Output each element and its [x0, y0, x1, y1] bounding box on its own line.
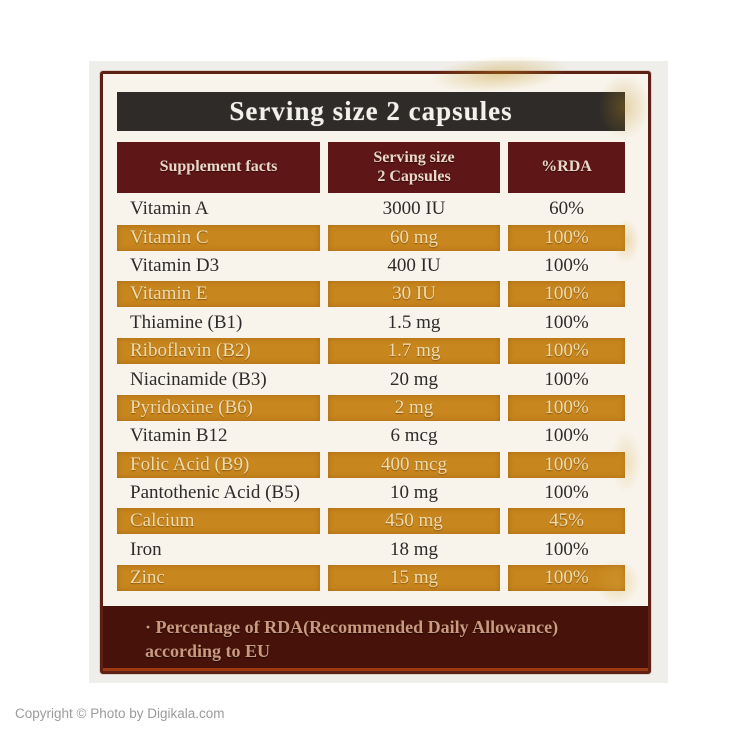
nutrient-amount: 20 mg	[389, 368, 439, 390]
nutrient-name: Vitamin A	[130, 198, 209, 220]
nutrient-rda: 100%	[508, 451, 625, 478]
nutrient-rda: 100%	[508, 281, 625, 308]
nutrient-rda: 100%	[508, 338, 625, 365]
serving-size-title: Serving size 2 capsules	[117, 92, 625, 131]
nutrient-name: Pyridoxine (B6)	[117, 394, 320, 421]
table-row: Vitamin D3 400 IU 100%	[117, 252, 625, 280]
table-row: Riboflavin (B2) 1.7 mg 100%	[117, 337, 625, 365]
rda-footnote-line2: according to EU	[145, 641, 270, 662]
nutrient-rda: 100%	[544, 425, 589, 447]
nutrient-amount: 3000 IU	[382, 198, 446, 220]
nutrient-name: Vitamin E	[117, 281, 320, 308]
nutrient-amount: 1.5 mg	[387, 311, 441, 333]
supplement-label: Serving size 2 capsules Supplement facts…	[100, 71, 651, 674]
nutrient-amount: 450 mg	[328, 508, 500, 535]
nutrient-name: Riboflavin (B2)	[117, 338, 320, 365]
nutrient-amount: 2 mg	[328, 394, 500, 421]
table-header-row: Supplement facts Serving size 2 Capsules…	[117, 142, 625, 193]
nutrient-rda: 100%	[508, 394, 625, 421]
table-row: Pantothenic Acid (B5) 10 mg 100%	[117, 479, 625, 507]
table-row: Folic Acid (B9) 400 mcg 100%	[117, 451, 625, 479]
table-row: Vitamin A 3000 IU 60%	[117, 195, 625, 223]
nutrient-rda: 100%	[508, 565, 625, 592]
nutrient-name: Vitamin D3	[130, 254, 220, 276]
nutrient-name: Vitamin C	[117, 224, 320, 251]
table-row: Thiamine (B1) 1.5 mg 100%	[117, 309, 625, 337]
nutrient-rda: 60%	[549, 198, 584, 220]
nutrient-name: Folic Acid (B9)	[117, 451, 320, 478]
table-row: Pyridoxine (B6) 2 mg 100%	[117, 394, 625, 422]
nutrient-rda: 100%	[508, 224, 625, 251]
nutrient-name: Thiamine (B1)	[130, 311, 243, 333]
nutrient-rda: 100%	[544, 482, 589, 504]
nutrient-amount: 1.7 mg	[328, 338, 500, 365]
header-rda: %RDA	[508, 142, 625, 193]
nutrient-amount: 60 mg	[328, 224, 500, 251]
table-row: Vitamin E 30 IU 100%	[117, 280, 625, 308]
table-row: Calcium 450 mg 45%	[117, 507, 625, 535]
nutrient-amount: 10 mg	[389, 482, 439, 504]
nutrient-amount: 15 mg	[328, 565, 500, 592]
supplement-table-body: Vitamin A 3000 IU 60% Vitamin C 60 mg 10…	[117, 195, 625, 592]
nutrient-rda: 100%	[544, 538, 589, 560]
table-row: Vitamin B12 6 mcg 100%	[117, 422, 625, 450]
nutrient-amount: 400 mcg	[328, 451, 500, 478]
nutrient-amount: 18 mg	[389, 538, 439, 560]
header-serving-size-line1: Serving size	[373, 149, 455, 167]
nutrient-name: Calcium	[117, 508, 320, 535]
nutrient-name: Vitamin B12	[130, 425, 228, 447]
nutrient-rda: 100%	[544, 311, 589, 333]
header-serving-size: Serving size 2 Capsules	[328, 142, 500, 193]
nutrient-name: Zinc	[117, 565, 320, 592]
nutrient-amount: 6 mcg	[390, 425, 438, 447]
header-serving-size-line2: 2 Capsules	[377, 167, 451, 185]
nutrient-name: Iron	[130, 538, 162, 560]
watermark-copyright: Copyright © Photo by Digikala.com	[15, 706, 225, 721]
table-row: Niacinamide (B3) 20 mg 100%	[117, 365, 625, 393]
table-row: Zinc 15 mg 100%	[117, 564, 625, 592]
header-supplement-facts: Supplement facts	[117, 142, 320, 193]
nutrient-amount: 30 IU	[328, 281, 500, 308]
nutrient-rda: 45%	[508, 508, 625, 535]
nutrient-name: Pantothenic Acid (B5)	[130, 482, 300, 504]
table-row: Iron 18 mg 100%	[117, 536, 625, 564]
rda-footnote-line1: · Percentage of RDA(Recommended Daily Al…	[145, 617, 559, 637]
nutrient-rda: 100%	[544, 254, 589, 276]
table-row: Vitamin C 60 mg 100%	[117, 223, 625, 251]
rda-footnote: · Percentage of RDA(Recommended Daily Al…	[103, 606, 648, 671]
nutrient-name: Niacinamide (B3)	[130, 368, 267, 390]
nutrient-rda: 100%	[544, 368, 589, 390]
nutrient-amount: 400 IU	[387, 254, 441, 276]
